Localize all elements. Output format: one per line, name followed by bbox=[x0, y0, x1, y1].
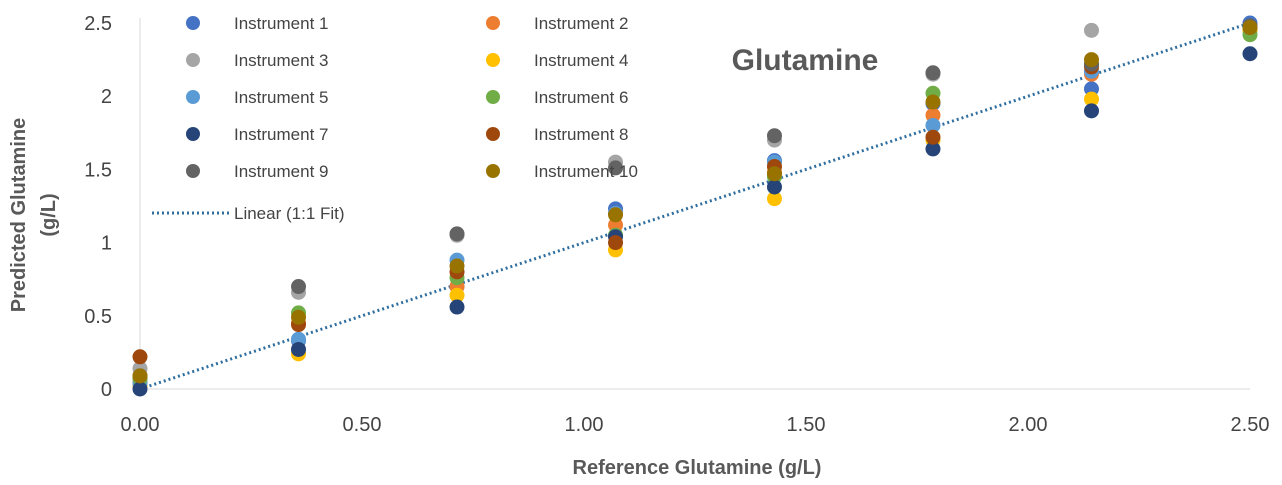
x-axis-title: Reference Glutamine (g/L) bbox=[573, 457, 822, 479]
legend-marker bbox=[486, 127, 500, 141]
series-10 bbox=[132, 19, 1258, 384]
legend-item: Instrument 10 bbox=[486, 162, 638, 181]
legend-label: Instrument 5 bbox=[234, 88, 329, 107]
data-point bbox=[132, 368, 148, 384]
legend: Instrument 1 Instrument 2 Instrument 3 Inst… bbox=[152, 14, 638, 223]
legend-marker bbox=[486, 53, 500, 67]
data-point bbox=[925, 107, 941, 123]
data-point bbox=[925, 94, 941, 110]
legend-item: Instrument 8 bbox=[486, 125, 629, 144]
legend-label: Instrument 2 bbox=[534, 14, 629, 33]
data-point bbox=[291, 309, 307, 325]
legend-item: Instrument 1 bbox=[186, 14, 329, 33]
points-layer bbox=[132, 15, 1258, 397]
data-point bbox=[132, 349, 148, 365]
legend-item: Instrument 6 bbox=[486, 88, 629, 107]
y-tick-label: 2 bbox=[101, 86, 112, 108]
y-tick-label: 1.5 bbox=[84, 159, 112, 181]
x-tick-label: 0.00 bbox=[121, 414, 160, 436]
y-axis-title-line1: Predicted Glutamine bbox=[8, 118, 30, 313]
data-point bbox=[608, 217, 624, 233]
legend-marker bbox=[486, 90, 500, 104]
data-point bbox=[1083, 91, 1099, 107]
data-point bbox=[1083, 103, 1099, 119]
x-tick-label: 2.50 bbox=[1231, 414, 1270, 436]
data-point bbox=[1242, 46, 1258, 62]
y-tick-label: 0.5 bbox=[84, 306, 112, 328]
legend-label: Instrument 9 bbox=[234, 162, 329, 181]
data-point bbox=[291, 331, 307, 347]
data-point bbox=[608, 235, 624, 251]
y-axis: 0 0.5 1 1.5 2 2.5 bbox=[84, 13, 141, 401]
data-point bbox=[766, 179, 782, 195]
y-tick-label: 1 bbox=[101, 233, 112, 255]
y-tick-label: 2.5 bbox=[84, 13, 112, 35]
legend-label: Instrument 10 bbox=[534, 162, 638, 181]
data-point bbox=[766, 191, 782, 207]
data-point bbox=[925, 129, 941, 145]
data-point bbox=[608, 207, 624, 223]
y-axis-title: Predicted Glutamine (g/L) bbox=[8, 118, 60, 313]
data-point bbox=[449, 299, 465, 315]
x-tick-label: 0.50 bbox=[343, 414, 382, 436]
data-point bbox=[1083, 81, 1099, 97]
legend-label: Instrument 6 bbox=[534, 88, 629, 107]
data-point bbox=[925, 117, 941, 133]
data-point bbox=[291, 341, 307, 357]
legend-item: Instrument 7 bbox=[186, 125, 329, 144]
x-axis: 0.00 0.50 1.00 1.50 2.00 2.50 bbox=[121, 388, 1270, 436]
legend-marker bbox=[486, 164, 500, 178]
data-point bbox=[132, 381, 148, 397]
data-point bbox=[449, 226, 465, 242]
data-point bbox=[925, 141, 941, 157]
legend-label: Linear (1:1 Fit) bbox=[234, 204, 345, 223]
legend-label: Instrument 3 bbox=[234, 51, 329, 70]
y-axis-title-line2: (g/L) bbox=[38, 193, 60, 236]
data-point bbox=[1083, 22, 1099, 38]
series-7 bbox=[132, 46, 1258, 397]
legend-marker bbox=[486, 16, 500, 30]
data-point bbox=[1083, 52, 1099, 68]
data-point bbox=[925, 65, 941, 81]
legend-marker bbox=[186, 53, 200, 67]
legend-marker bbox=[186, 127, 200, 141]
legend-marker bbox=[186, 164, 200, 178]
legend-marker bbox=[186, 16, 200, 30]
legend-item: Instrument 9 bbox=[186, 162, 329, 181]
legend-item: Instrument 5 bbox=[186, 88, 329, 107]
x-tick-label: 2.00 bbox=[1009, 414, 1048, 436]
data-point bbox=[1242, 19, 1258, 35]
data-point bbox=[291, 279, 307, 295]
legend-marker bbox=[186, 90, 200, 104]
legend-label: Instrument 7 bbox=[234, 125, 329, 144]
data-point bbox=[608, 160, 624, 176]
legend-label: Instrument 1 bbox=[234, 14, 329, 33]
legend-item-fit: Linear (1:1 Fit) bbox=[152, 204, 345, 223]
data-point bbox=[766, 128, 782, 144]
chart-title: Glutamine bbox=[732, 44, 879, 77]
x-tick-label: 1.50 bbox=[787, 414, 826, 436]
x-tick-label: 1.00 bbox=[565, 414, 604, 436]
data-point bbox=[449, 258, 465, 274]
legend-item: Instrument 2 bbox=[486, 14, 629, 33]
y-tick-label: 0 bbox=[101, 379, 112, 401]
data-point bbox=[449, 287, 465, 303]
legend-label: Instrument 4 bbox=[534, 51, 629, 70]
legend-label: Instrument 8 bbox=[534, 125, 629, 144]
data-point bbox=[766, 166, 782, 182]
legend-item: Instrument 4 bbox=[486, 51, 629, 70]
legend-item: Instrument 3 bbox=[186, 51, 329, 70]
